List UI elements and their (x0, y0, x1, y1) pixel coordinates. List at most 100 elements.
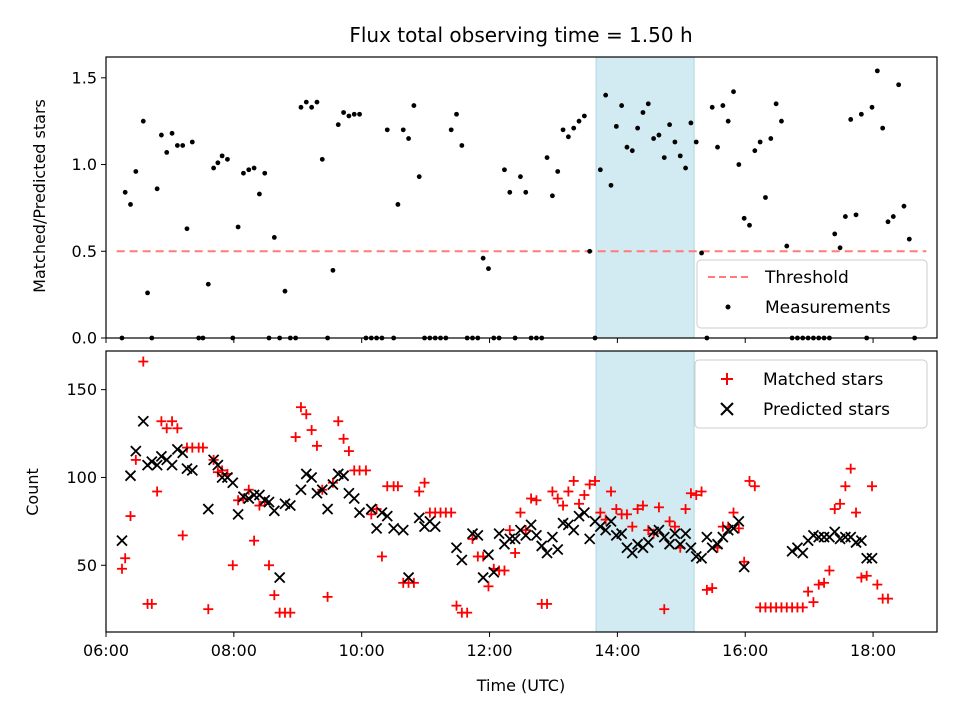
predicted-star-point (186, 464, 198, 477)
matched-star-point (414, 486, 425, 497)
matched-star-point (835, 498, 846, 509)
matched-star-point (653, 502, 664, 513)
matched-star-point (829, 504, 840, 515)
measurement-point (635, 125, 641, 131)
measurement-point (346, 113, 352, 119)
measurement-point (128, 202, 133, 207)
matched-star-point (632, 504, 643, 515)
matched-star-point (696, 486, 707, 497)
legend-matched-label: Matched stars (763, 370, 883, 390)
measurement-point (159, 132, 164, 138)
matched-star-point (574, 498, 585, 509)
predicted-star-point (370, 522, 383, 535)
predicted-star-point (605, 515, 617, 527)
y-tick-label: 1.5 (72, 68, 97, 87)
measurement-point (640, 110, 646, 115)
matched-star-point (233, 495, 244, 506)
predicted-star-point (482, 549, 495, 561)
measurement-point (608, 182, 614, 188)
matched-star-point (227, 560, 238, 571)
predicted-star-point (727, 522, 740, 535)
measurement-point (571, 125, 577, 131)
predicted-star-point (316, 484, 328, 496)
measurement-point (683, 165, 688, 171)
matched-star-point (311, 440, 322, 451)
matched-star-point (462, 607, 473, 618)
measurement-point (565, 134, 571, 140)
matched-star-point (542, 598, 553, 609)
matched-star-point (659, 604, 670, 615)
predicted-star-point (321, 503, 334, 515)
measurement-point (314, 99, 320, 105)
matched-star-point (611, 504, 622, 515)
measurement-point (880, 125, 886, 131)
matched-star-point (510, 547, 521, 558)
measurement-point (215, 160, 221, 166)
measurement-point (869, 104, 875, 110)
matched-star-point (861, 570, 872, 581)
matched-star-point (322, 591, 333, 602)
matched-star-point (285, 607, 296, 618)
legend-predicted-marker (720, 402, 734, 416)
predicted-star-point (353, 506, 366, 519)
matched-star-point (621, 509, 632, 520)
predicted-star-point (274, 571, 286, 584)
matched-star-point (360, 465, 371, 476)
predicted-star-point (520, 529, 532, 542)
measurement-point (406, 136, 411, 141)
x-tick-label: 06:00 (83, 641, 129, 660)
measurement-point (667, 122, 672, 128)
matched-star-point (568, 475, 579, 486)
predicted-star-point (669, 528, 681, 540)
matched-star-point (504, 525, 515, 536)
measurement-point (651, 136, 657, 141)
measurement-point (205, 281, 211, 287)
measurement-point (906, 236, 912, 242)
measurement-point (122, 189, 128, 195)
matched-star-point (343, 446, 354, 457)
matched-star-point (161, 423, 172, 434)
measurement-point (597, 167, 603, 173)
matched-star-point (819, 577, 830, 588)
measurement-point (853, 212, 859, 218)
measurement-point (211, 165, 217, 171)
matched-star-point (669, 521, 680, 532)
predicted-star-point (626, 547, 638, 559)
matched-star-point (882, 593, 893, 604)
matched-star-point (813, 579, 824, 590)
top-x-ticks (105, 338, 874, 343)
measurement-point (885, 219, 891, 225)
measurement-point (624, 144, 630, 150)
measurement-point (351, 111, 357, 117)
measurement-point (169, 130, 175, 136)
measurement-point (661, 155, 667, 161)
matched-star-point (408, 577, 419, 588)
measurement-point (752, 148, 758, 154)
predicted-star-point (738, 561, 750, 573)
bottom-plot-frame (105, 350, 938, 633)
predicted-star-point (305, 471, 318, 484)
predicted-star-point (616, 528, 628, 540)
measurement-point (448, 127, 454, 133)
measurement-point (757, 139, 763, 145)
matched-star-point (547, 486, 558, 497)
predicted-star-point (116, 535, 128, 547)
measurement-point (507, 189, 513, 195)
matched-star-point (376, 551, 387, 562)
top-title: Flux total observing time = 1.50 h (349, 23, 692, 47)
legend-measurements-label: Measurements (765, 298, 891, 318)
measurement-point (555, 169, 561, 174)
predicted-star-point (295, 484, 307, 496)
predicted-star-point (839, 531, 852, 543)
measurement-point (257, 191, 262, 197)
top-y-ticks: 0.0 0.5 1.0 1.5 (72, 68, 106, 348)
matched-star-point (249, 535, 260, 546)
x-tick-label: 08:00 (211, 641, 257, 660)
matched-star-point (254, 500, 265, 511)
measurement-point (180, 143, 186, 148)
matched-star-point (125, 511, 136, 522)
x-tick-label: 12:00 (466, 641, 512, 660)
predicted-star-point (124, 470, 137, 482)
matched-star-point (264, 560, 275, 571)
legend-threshold-label: Threshold (764, 268, 849, 288)
